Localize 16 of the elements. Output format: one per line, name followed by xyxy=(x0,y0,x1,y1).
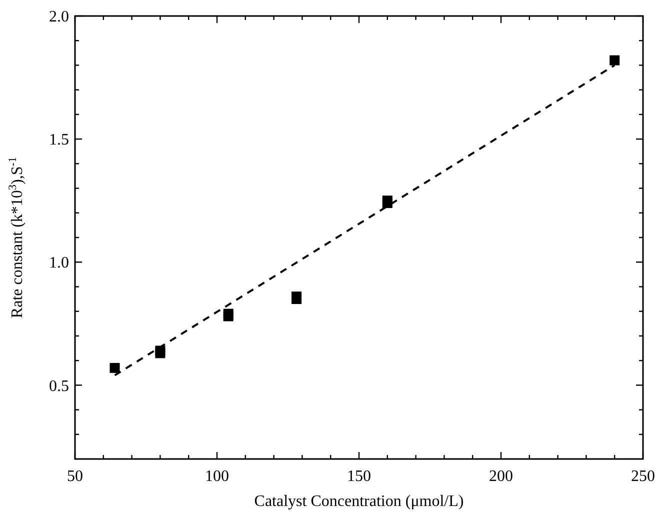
y-tick-label: 2.0 xyxy=(49,8,69,26)
x-tick-label: 150 xyxy=(347,468,371,485)
point xyxy=(382,196,392,206)
point xyxy=(223,308,234,319)
x-axis-title: Catalyst Concentration (μmol/L) xyxy=(254,493,464,510)
point xyxy=(110,362,120,373)
point xyxy=(292,292,302,302)
text: 0.5 xyxy=(49,378,69,395)
x-tick-label: 50 xyxy=(67,468,83,485)
x-tick-label: 100 xyxy=(205,468,229,485)
x-tick-label: 250 xyxy=(631,468,655,485)
y-tick-label: 1.5 xyxy=(49,132,69,149)
point xyxy=(155,346,166,356)
point xyxy=(610,55,620,66)
x-tick-label: 200 xyxy=(489,468,513,485)
y-tick-label: 1.0 xyxy=(49,254,69,272)
